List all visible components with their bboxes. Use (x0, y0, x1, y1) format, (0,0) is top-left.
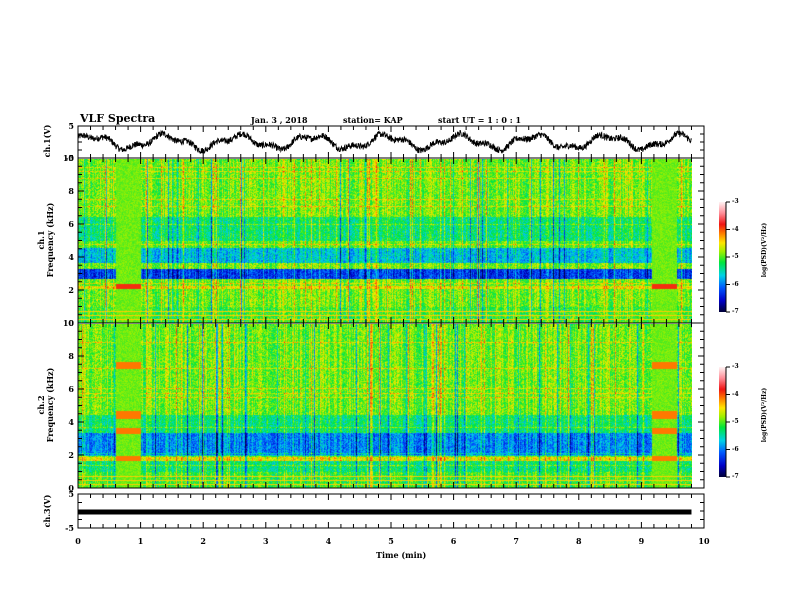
x-tick-label: 8 (576, 536, 582, 546)
spec1-ytick-label: 0 (68, 318, 74, 328)
spec1-ytick-label: 6 (68, 219, 74, 229)
ch1-waveform-line (77, 129, 692, 154)
spec1-ytick-label: 8 (68, 186, 74, 196)
x-tick-label: 1 (137, 536, 144, 546)
ch1-colorbar-tick-label: -7 (732, 308, 739, 315)
ch2-colorbar-tick-label: -6 (732, 445, 739, 453)
ch2-colorbar-tick-label: -5 (732, 418, 739, 425)
ch1-freq-ylabel-line2: Frequency (kHz) (45, 202, 55, 278)
ch2-colorbar-tick-label: -3 (732, 363, 739, 370)
station-label: station= KAP (343, 115, 403, 125)
ch1-spectrogram-image (78, 159, 692, 323)
spec1-frame (77, 157, 705, 324)
ch1v-ytick-label: -5 (65, 153, 74, 163)
start-ut-label: start UT = 1 : 0 : 1 (438, 115, 522, 125)
figure-title: VLF Spectra (80, 112, 156, 125)
ch2-colorbar-label: log(PSD)(V²/Hz) (761, 387, 768, 443)
ch3-voltage-ylabel: ch.3(V) (42, 494, 52, 528)
x-tick-label: 2 (200, 536, 206, 546)
x-tick-label: 4 (325, 536, 332, 546)
spec2-ytick-label: 2 (68, 450, 74, 460)
ch1-colorbar-tick-label: -4 (732, 225, 739, 233)
x-tick-label: 7 (513, 536, 519, 546)
x-tick-label: 5 (388, 536, 394, 546)
ch1-colorbar-tick-label: -3 (732, 198, 739, 205)
ch2-colorbar-tick-label: -4 (732, 390, 739, 398)
x-axis-label: Time (min) (376, 550, 427, 560)
x-tick-label: 3 (263, 536, 269, 546)
spec1-ytick-label: 10 (62, 153, 74, 163)
ch1-colorbar-tick-label: -5 (732, 253, 739, 260)
ch1-colorbar (719, 202, 726, 312)
spec2-ytick-label: 4 (68, 417, 74, 427)
spec2-ytick-label: 0 (68, 483, 74, 493)
ch2-colorbar (719, 367, 726, 477)
x-tick-label: 9 (638, 536, 645, 546)
date-label: Jan. 3 , 2018 (251, 115, 308, 125)
ch3v-ytick-label: 5 (68, 489, 74, 499)
spec2-ytick-label: 8 (68, 351, 74, 361)
ch1v-ytick-label: 5 (68, 121, 74, 131)
spec1-ytick-label: 4 (68, 252, 74, 262)
spec2-ytick-label: 10 (62, 318, 74, 328)
ch2-freq-ylabel-line2: Frequency (kHz) (45, 367, 55, 443)
ch1-colorbar-label: log(PSD)(V²/Hz) (761, 222, 768, 278)
ch3v-ytick-label: -5 (65, 523, 74, 533)
ch2-colorbar-tick-label: -7 (732, 473, 739, 480)
x-tick-label: 6 (450, 536, 457, 546)
ch1-colorbar-tick-label: -6 (732, 280, 739, 288)
x-tick-label: 0 (75, 536, 81, 546)
spec2-ytick-label: 6 (68, 384, 74, 394)
ch2-spectrogram-image (78, 324, 692, 488)
spec2-frame (77, 322, 705, 489)
ch1-voltage-ylabel: ch.1(V) (42, 124, 52, 158)
spec1-ytick-label: 2 (68, 285, 74, 295)
x-tick-label: 10 (698, 536, 710, 546)
